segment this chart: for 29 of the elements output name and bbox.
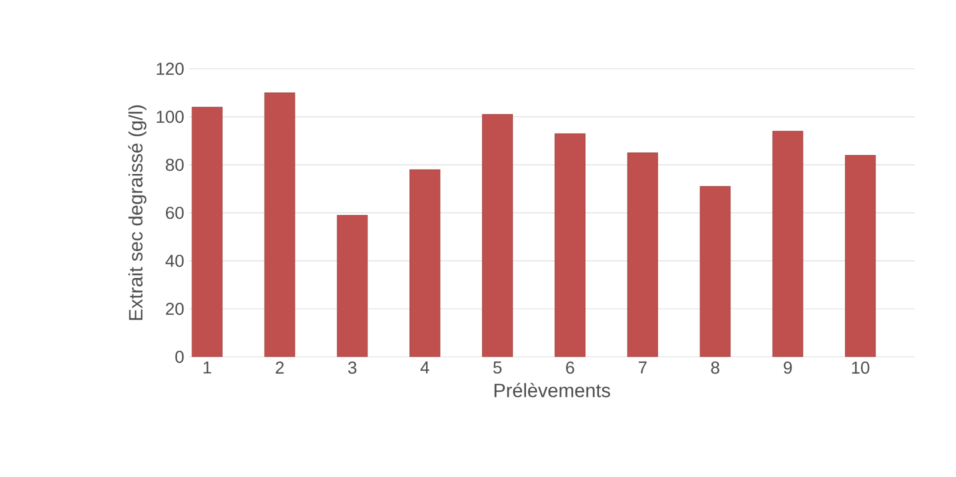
x-tick-label: 3 bbox=[348, 362, 356, 374]
bar bbox=[410, 169, 440, 357]
bar bbox=[336, 214, 368, 357]
bar bbox=[627, 152, 658, 357]
bar bbox=[554, 133, 586, 357]
y-tick-label: 80 bbox=[166, 158, 184, 171]
x-tick-label: 1 bbox=[204, 362, 212, 374]
y-tick-label: 120 bbox=[156, 62, 184, 75]
y-axis-title: Extrait sec degraissé (g/l) bbox=[128, 105, 146, 320]
x-tick-label: 5 bbox=[493, 362, 502, 374]
bar bbox=[700, 186, 731, 357]
x-tick-label: 8 bbox=[711, 362, 720, 374]
bar bbox=[192, 106, 223, 357]
x-tick-label: 4 bbox=[420, 362, 430, 374]
x-tick-label: 7 bbox=[638, 362, 647, 374]
bar bbox=[772, 130, 804, 357]
y-tick-label: 40 bbox=[166, 254, 184, 267]
y-tick-label: 60 bbox=[166, 206, 184, 219]
y-tick-label: 20 bbox=[166, 302, 184, 315]
x-tick-label: 9 bbox=[784, 362, 792, 374]
x-tick-label: 2 bbox=[276, 362, 284, 374]
x-tick-label: 10 bbox=[852, 362, 870, 374]
y-tick-label: 100 bbox=[156, 110, 184, 123]
bar bbox=[844, 154, 876, 357]
y-tick-label: 0 bbox=[175, 350, 184, 363]
x-axis-title: Prélèvements bbox=[494, 382, 610, 398]
bar bbox=[264, 92, 296, 357]
x-tick-label: 6 bbox=[566, 362, 574, 374]
bar bbox=[482, 114, 513, 357]
